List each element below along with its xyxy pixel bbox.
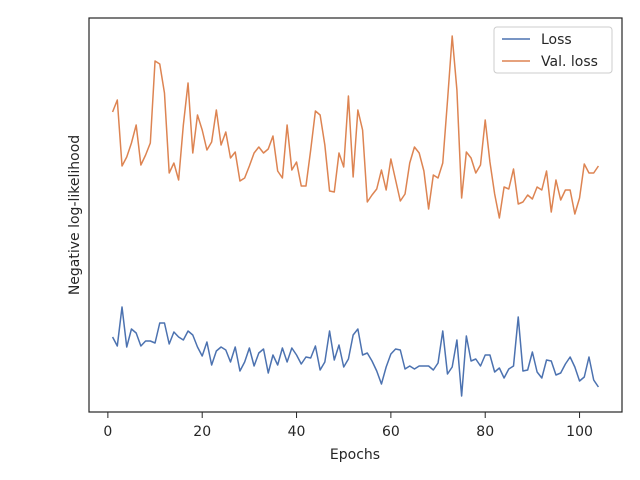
- x-tick-label: 80: [476, 424, 494, 440]
- x-tick-label: 100: [566, 424, 593, 440]
- x-tick-label: 20: [193, 424, 211, 440]
- plot-frame: [88, 17, 623, 413]
- x-tick-label: 0: [103, 424, 112, 440]
- legend-label: Val. loss: [541, 54, 598, 70]
- legend-label: Loss: [541, 32, 572, 48]
- x-axis-label: Epochs: [330, 447, 380, 463]
- line-series: [111, 35, 600, 219]
- y-axis-label: Negative log-likelihood: [67, 135, 83, 295]
- x-tick-label: 60: [382, 424, 400, 440]
- line-series: [111, 306, 600, 397]
- x-tick-label: 40: [288, 424, 306, 440]
